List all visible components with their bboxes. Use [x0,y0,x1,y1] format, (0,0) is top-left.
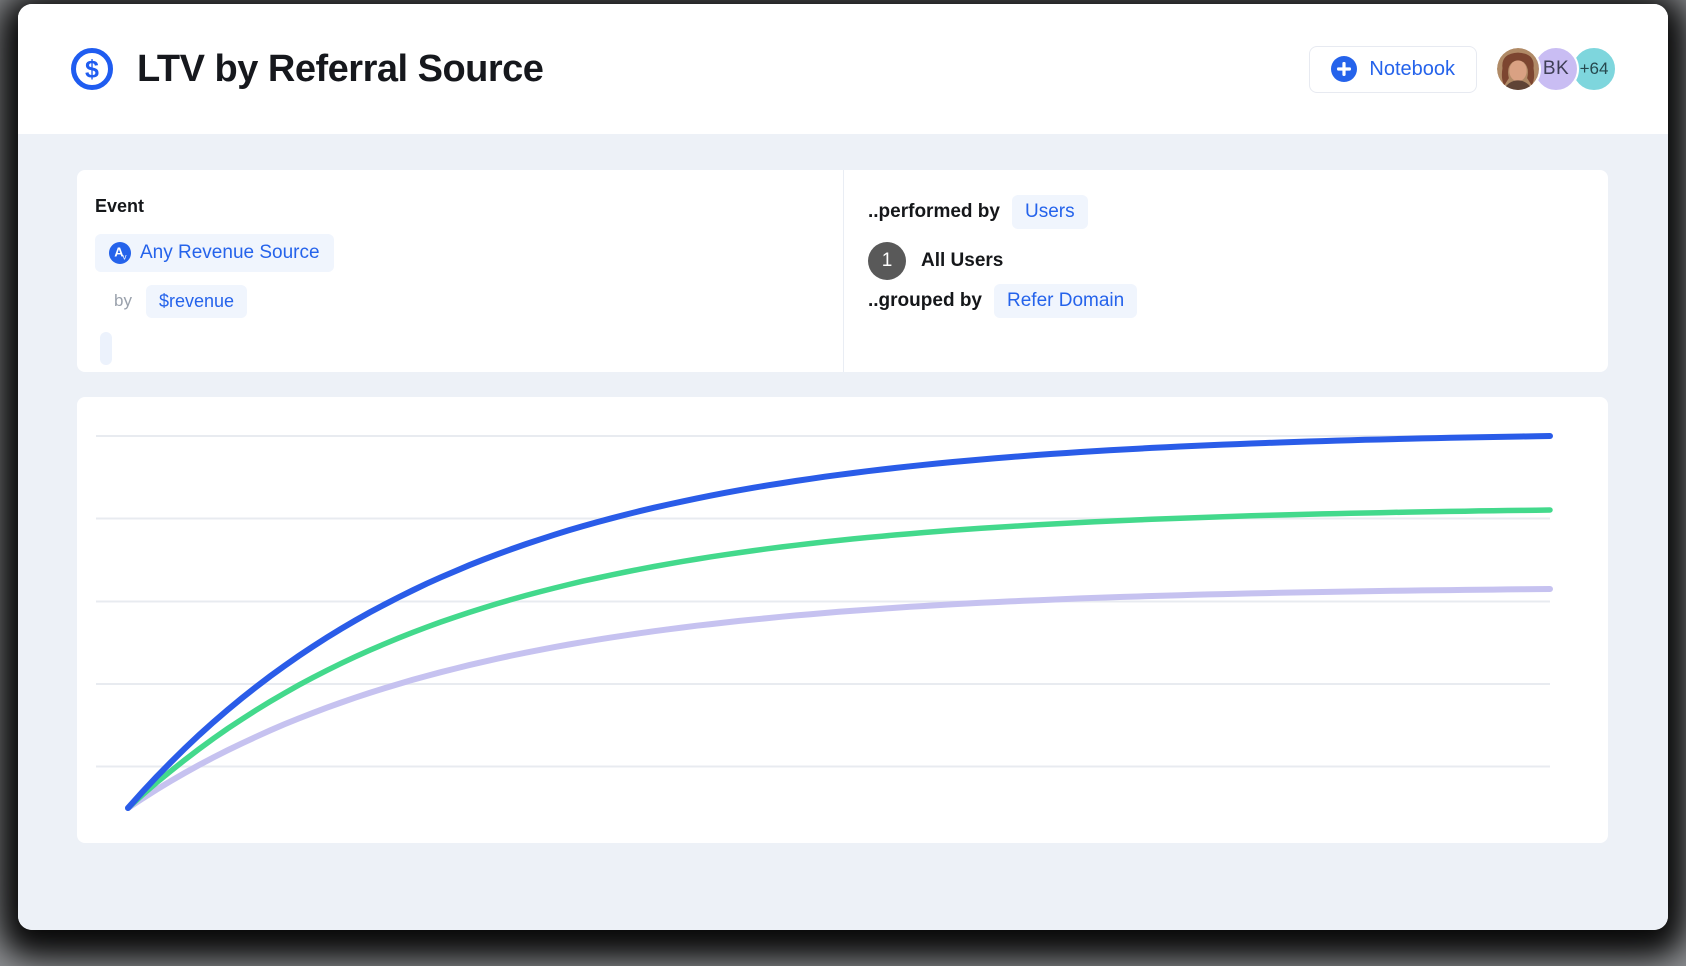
user-avatar-bk[interactable]: BK [1533,46,1579,92]
event-chip-label: Any Revenue Source [140,242,320,263]
svg-text:$: $ [85,56,99,84]
avatar-initials: BK [1542,58,1570,79]
all-users-row: 1 All Users [868,242,1003,280]
page-title: LTV by Referral Source [137,47,544,90]
dollar-circle-icon: $ [71,48,113,90]
portrait-avatar-image [1497,48,1539,90]
event-panel: Event A v Any Revenue Source by $revenue [77,170,843,372]
green-series-line [125,507,1553,811]
partial-chip[interactable] [100,332,112,365]
property-chip-label: $revenue [159,291,235,311]
step-number-badge: 1 [868,242,906,280]
event-selector-chip[interactable]: A v Any Revenue Source [95,234,334,272]
performed-by-chip[interactable]: Users [1011,195,1088,229]
cohort-panel: ..performed by Users 1 All Users ..group… [843,170,1608,372]
plus-circle-icon [1331,56,1358,82]
svg-text:v: v [123,253,127,262]
ltv-chart-card [77,397,1608,843]
avatar-overflow-label: +64 [1579,59,1609,78]
avatar-stack: BK +64 [1495,46,1617,92]
notebook-button-label: Notebook [1369,57,1455,80]
purple-series-line [125,586,1553,811]
event-heading: Event [95,196,145,216]
grouped-by-value: Refer Domain [1007,289,1125,311]
any-event-icon: A v [109,242,131,264]
ltv-chart-svg [96,433,1553,811]
performed-by-label: ..performed by [868,201,1000,222]
all-users-label: All Users [921,250,1004,271]
by-label: by [114,291,132,310]
query-config-card: Event A v Any Revenue Source by $revenue [77,170,1608,372]
grouped-by-row: ..grouped by Refer Domain [868,283,1138,318]
property-selector-chip[interactable]: $revenue [146,285,248,318]
grouped-by-label: ..grouped by [868,289,982,311]
performed-by-row: ..performed by Users [868,195,1088,229]
svg-text:A: A [114,245,124,260]
performed-by-value: Users [1024,201,1075,222]
blue-series-line [125,433,1553,811]
add-to-notebook-button[interactable]: Notebook [1309,45,1477,93]
step-number: 1 [881,250,893,271]
user-avatar-photo[interactable] [1495,46,1541,92]
grouped-by-chip[interactable]: Refer Domain [994,283,1138,318]
header: $ LTV by Referral Source Notebook [18,4,1668,134]
app-window: $ LTV by Referral Source Notebook [18,4,1668,930]
content-area: Event A v Any Revenue Source by $revenue [18,134,1668,930]
